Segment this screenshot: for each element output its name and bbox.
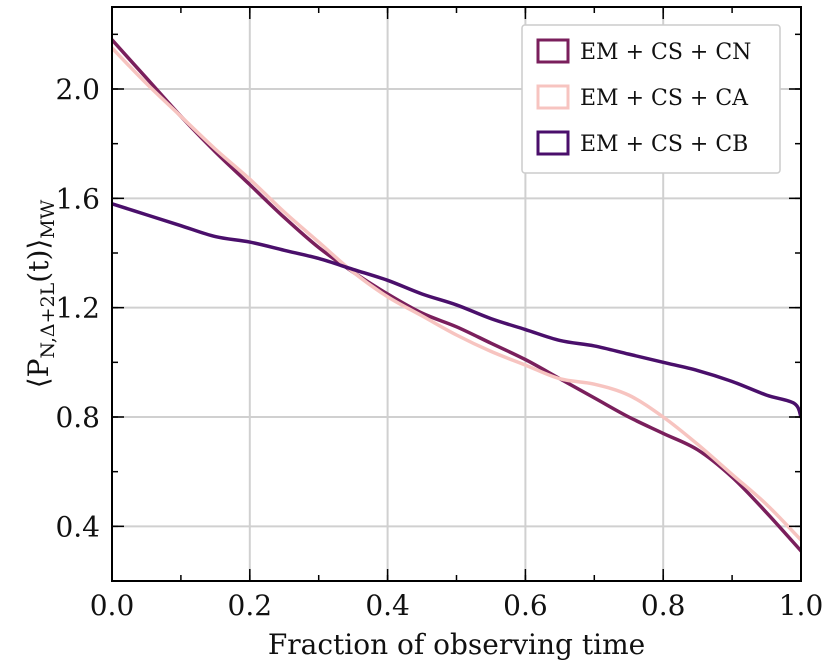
y-axis-label-sub: N,Δ+2L xyxy=(37,282,59,358)
legend-swatch-3 xyxy=(536,130,570,156)
x-tick-label: 0.6 xyxy=(503,589,548,622)
legend-swatch-2 xyxy=(536,84,570,110)
legend-label-1: EM + CS + CN xyxy=(580,40,751,65)
series-line-3 xyxy=(112,202,801,419)
x-tick-label: 0.2 xyxy=(228,589,273,622)
legend-box xyxy=(521,24,781,174)
x-tick-label: 0.8 xyxy=(641,589,686,622)
x-tick-labels: 0.0 0.2 0.4 0.6 0.8 1.0 xyxy=(90,589,824,622)
y-axis-label-suffix: MW xyxy=(37,199,59,238)
y-tick-label: 2.0 xyxy=(55,73,100,106)
y-tick-label: 1.6 xyxy=(55,182,100,215)
y-tick-label: 1.2 xyxy=(55,292,100,325)
legend: EM + CS + CN EM + CS + CA EM + CS + CB xyxy=(521,24,781,174)
axis-ticks xyxy=(111,7,802,582)
y-axis-label: ⟨PN,Δ+2L(t)⟩MW xyxy=(22,199,59,388)
x-tick-label: 0.4 xyxy=(365,589,410,622)
legend-swatch-1 xyxy=(536,38,570,64)
legend-label-3: EM + CS + CB xyxy=(580,132,748,157)
series-line-2 xyxy=(112,46,801,542)
series-lines xyxy=(112,38,801,553)
y-tick-labels: 0.4 0.8 1.2 1.6 2.0 xyxy=(55,73,100,543)
x-tick-label: 0.0 xyxy=(90,589,135,622)
x-axis-label: Fraction of observing time xyxy=(268,628,645,661)
y-axis-label-main: ⟨P xyxy=(22,359,55,389)
y-tick-label: 0.4 xyxy=(55,510,100,543)
y-axis-label-arg: (t)⟩ xyxy=(22,239,55,283)
y-tick-label: 0.8 xyxy=(55,401,100,434)
x-tick-label: 1.0 xyxy=(779,589,824,622)
legend-label-2: EM + CS + CA xyxy=(580,86,749,111)
series-line-1 xyxy=(112,38,801,553)
